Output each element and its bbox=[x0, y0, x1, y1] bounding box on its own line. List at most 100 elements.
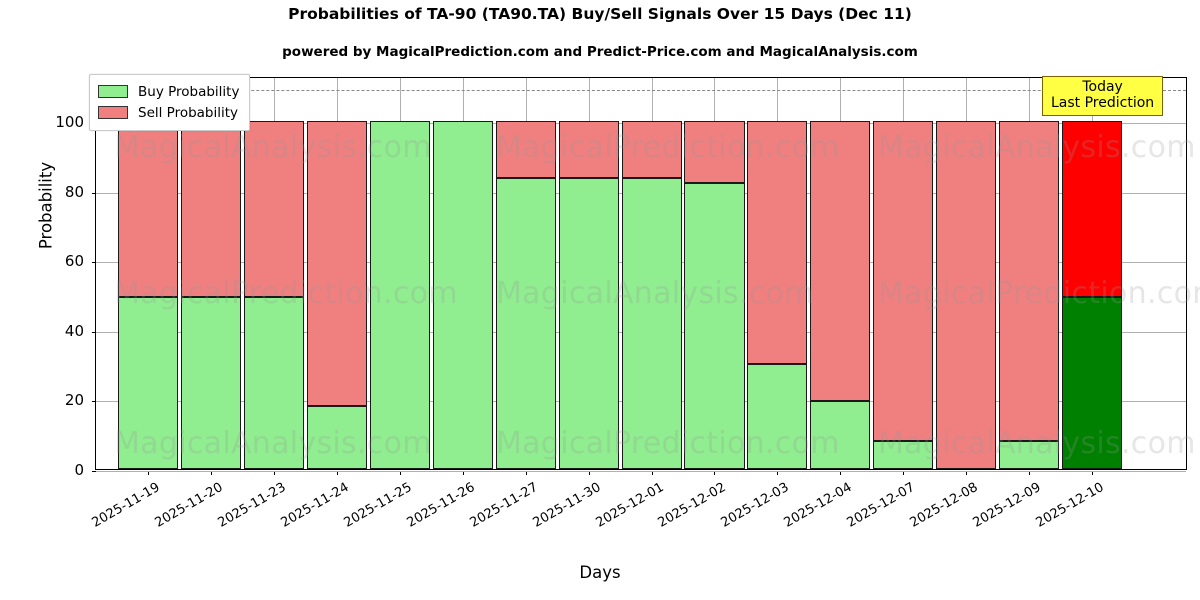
bar-stack[interactable] bbox=[244, 76, 305, 469]
y-tick-label: 60 bbox=[64, 252, 84, 271]
bar-segment-sell[interactable] bbox=[1061, 121, 1122, 297]
bar-stack[interactable] bbox=[181, 76, 242, 469]
bar-stack[interactable] bbox=[495, 76, 556, 469]
bar-segment-buy[interactable] bbox=[495, 178, 556, 469]
bar-segment-buy[interactable] bbox=[998, 440, 1060, 469]
x-tick-mark bbox=[966, 471, 968, 475]
bar-segment-sell[interactable] bbox=[747, 121, 808, 365]
bar-segment-buy[interactable] bbox=[684, 182, 745, 469]
bar-segment-sell[interactable] bbox=[873, 121, 934, 441]
y-tick-mark bbox=[92, 331, 96, 333]
bar-segment-sell[interactable] bbox=[495, 121, 556, 179]
y-tick-mark bbox=[92, 192, 96, 194]
x-axis-label: Days bbox=[579, 563, 621, 582]
bar-stack[interactable] bbox=[558, 76, 619, 469]
x-tick-label: 2025-11-20 bbox=[152, 480, 226, 531]
bar-stack[interactable] bbox=[873, 76, 934, 469]
x-tick-label: 2025-12-03 bbox=[718, 480, 792, 531]
y-tick-label: 40 bbox=[64, 321, 84, 340]
y-tick-mark bbox=[92, 262, 96, 264]
bar-segment-buy[interactable] bbox=[307, 406, 368, 469]
bar-segment-sell[interactable] bbox=[684, 121, 745, 183]
bar-segment-buy[interactable] bbox=[810, 400, 871, 469]
x-tick-mark bbox=[525, 471, 527, 475]
x-tick-label: 2025-12-09 bbox=[970, 480, 1044, 531]
bar-segment-buy[interactable] bbox=[118, 296, 179, 469]
bar-segment-buy[interactable] bbox=[369, 121, 430, 469]
y-tick-label: 0 bbox=[74, 461, 84, 479]
x-tick-label: 2025-12-02 bbox=[656, 480, 729, 531]
x-tick-mark bbox=[903, 471, 905, 475]
bar-segment-sell[interactable] bbox=[118, 121, 179, 297]
x-tick-label: 2025-11-19 bbox=[89, 480, 163, 531]
bar-segment-sell[interactable] bbox=[810, 121, 871, 401]
bar-stack[interactable] bbox=[307, 76, 368, 469]
today-annotation-line1: Today bbox=[1082, 79, 1123, 95]
legend-item-buy[interactable]: Buy Probability bbox=[98, 81, 239, 102]
y-tick-mark bbox=[92, 471, 96, 472]
x-tick-mark bbox=[651, 471, 653, 475]
bar-segment-sell[interactable] bbox=[244, 121, 305, 298]
x-tick-label: 2025-12-10 bbox=[1033, 480, 1107, 531]
x-tick-label: 2025-11-30 bbox=[530, 480, 604, 531]
bar-stack[interactable] bbox=[810, 76, 871, 469]
bar-stack[interactable] bbox=[936, 76, 997, 469]
gridline-horizontal bbox=[96, 471, 1186, 472]
bar-segment-sell[interactable] bbox=[998, 121, 1060, 441]
bar-stack[interactable] bbox=[621, 76, 682, 469]
legend-label-sell: Sell Probability bbox=[138, 104, 239, 121]
y-tick-label: 100 bbox=[55, 113, 84, 132]
x-tick-label: 2025-12-07 bbox=[844, 480, 918, 531]
x-tick-label: 2025-12-04 bbox=[781, 480, 855, 531]
bar-stack[interactable] bbox=[747, 76, 808, 469]
legend-item-sell[interactable]: Sell Probability bbox=[98, 102, 239, 123]
x-tick-label: 2025-11-25 bbox=[341, 480, 415, 531]
x-tick-mark bbox=[840, 471, 842, 475]
chart-legend: Buy Probability Sell Probability bbox=[89, 74, 251, 131]
bar-segment-sell[interactable] bbox=[558, 121, 619, 179]
x-tick-mark bbox=[462, 471, 464, 475]
bar-segment-sell[interactable] bbox=[307, 121, 368, 407]
y-tick-label: 80 bbox=[64, 182, 84, 201]
chart-subtitle: powered by MagicalPrediction.com and Pre… bbox=[282, 44, 918, 60]
bar-segment-sell[interactable] bbox=[936, 121, 997, 469]
x-tick-label: 2025-11-24 bbox=[278, 480, 352, 531]
legend-swatch-buy bbox=[98, 85, 128, 98]
y-tick-label: 20 bbox=[64, 391, 84, 410]
bar-segment-buy[interactable] bbox=[621, 178, 682, 469]
bar-segment-buy[interactable] bbox=[873, 440, 934, 469]
x-tick-mark bbox=[714, 471, 716, 475]
bar-segment-buy[interactable] bbox=[1061, 296, 1122, 469]
bar-stack[interactable] bbox=[1061, 76, 1122, 469]
bar-segment-buy[interactable] bbox=[558, 178, 619, 469]
today-annotation: Today Last Prediction bbox=[1042, 76, 1164, 117]
bar-segment-buy[interactable] bbox=[432, 121, 493, 469]
threshold-dashed-line bbox=[96, 90, 1186, 92]
bar-segment-buy[interactable] bbox=[244, 297, 305, 469]
bar-stack[interactable] bbox=[684, 76, 745, 469]
bar-segment-buy[interactable] bbox=[747, 364, 808, 469]
today-annotation-line2: Last Prediction bbox=[1051, 94, 1155, 111]
bar-segment-sell[interactable] bbox=[181, 121, 242, 297]
x-tick-mark bbox=[399, 471, 401, 475]
chart-title: Probabilities of TA-90 (TA90.TA) Buy/Sel… bbox=[288, 5, 912, 23]
bar-stack[interactable] bbox=[118, 76, 179, 469]
bar-segment-sell[interactable] bbox=[621, 121, 682, 179]
x-tick-label: 2025-12-01 bbox=[593, 480, 667, 531]
bar-stack[interactable] bbox=[432, 76, 493, 469]
bar-stack[interactable] bbox=[369, 76, 430, 469]
x-tick-mark bbox=[1029, 471, 1030, 475]
x-tick-label: 2025-11-27 bbox=[467, 480, 541, 531]
x-tick-label: 2025-11-26 bbox=[404, 480, 478, 531]
legend-swatch-sell bbox=[98, 106, 128, 119]
bar-segment-buy[interactable] bbox=[181, 296, 242, 469]
x-tick-mark bbox=[211, 471, 213, 475]
bar-stack[interactable] bbox=[998, 76, 1060, 469]
x-tick-mark bbox=[337, 471, 339, 475]
x-tick-mark bbox=[148, 471, 150, 475]
x-tick-mark bbox=[1091, 471, 1093, 475]
y-axis-label: Probability bbox=[36, 161, 56, 250]
plot-area: 0 20 40 60 80 100 2025-11-19 2025-11-20 2025-11-… bbox=[55, 76, 1200, 531]
legend-label-buy: Buy Probability bbox=[138, 83, 240, 100]
